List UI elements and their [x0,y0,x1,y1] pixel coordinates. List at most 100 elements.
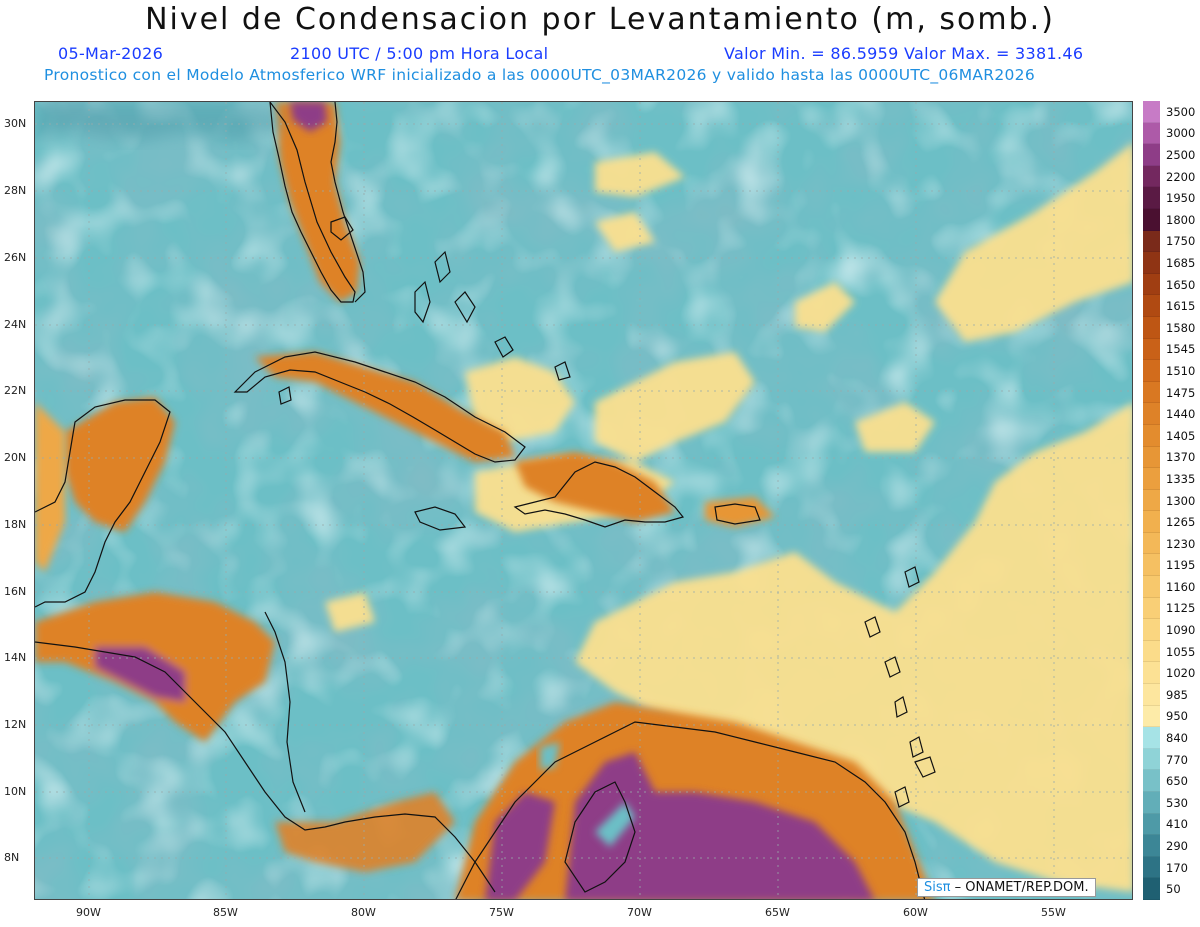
colorbar-label: 1615 [1166,299,1196,314]
colorbar-label: 1650 [1166,277,1196,292]
map-title: Nivel de Condensacion por Levantamiento … [145,2,1055,37]
lon-label: 75W [489,906,514,919]
colorbar-swatch [1143,252,1160,274]
colorbar-swatch [1143,208,1160,231]
colorbar-swatch [1143,165,1160,188]
colorbar-swatch [1143,403,1160,425]
colorbar-label: 530 [1166,795,1188,810]
lon-label: 65W [765,906,790,919]
lat-label: 10N [4,785,27,798]
colorbar-label: 1440 [1166,407,1196,422]
south-america-lcl [455,702,935,899]
colorbar-swatch [1143,122,1160,145]
lat-label: 26N [4,251,27,264]
colorbar-swatch [1143,360,1160,382]
colorbar [1143,101,1160,900]
colorbar-label: 950 [1166,709,1188,724]
credit-box: Sisπ – ONAMET/REP.DOM. [917,878,1096,897]
florida-lcl [35,102,360,302]
colorbar-label: 50 [1166,882,1181,897]
colorbar-swatch [1143,338,1160,361]
colorbar-label: 1580 [1166,320,1196,335]
colorbar-label: 1370 [1166,450,1196,465]
colorbar-swatch [1143,468,1160,490]
yucatan-lcl [65,397,175,532]
lat-label: 24N [4,318,27,331]
colorbar-label: 1195 [1166,558,1196,573]
colorbar-label: 3000 [1166,126,1196,141]
colorbar-label: 3500 [1166,104,1196,119]
lon-label: 55W [1041,906,1066,919]
colorbar-label: 290 [1166,839,1188,853]
colorbar-swatch [1143,273,1160,296]
lat-label: 14N [4,651,27,664]
colorbar-label: 2200 [1166,169,1196,184]
lat-label: 8N [4,851,20,864]
forecast-date: 05-Mar-2026 [58,44,164,63]
lat-label: 12N [4,718,27,731]
lon-label: 90W [76,906,101,919]
colorbar-swatch [1143,144,1160,166]
colorbar-swatch [1143,489,1160,512]
lcl-map [34,101,1133,900]
colorbar-swatch [1143,576,1160,598]
colorbar-swatch [1143,619,1160,641]
lat-label: 16N [4,585,27,598]
colorbar-swatch [1143,705,1160,728]
colorbar-label: 1800 [1166,212,1196,227]
colorbar-label: 1125 [1166,601,1196,616]
colorbar-label: 1950 [1166,191,1196,206]
colorbar-swatch [1143,511,1160,533]
lon-label: 80W [351,906,376,919]
colorbar-label: 840 [1166,731,1188,746]
colorbar-swatch [1143,770,1160,792]
colorbar-swatch [1143,230,1160,253]
colorbar-label: 1230 [1166,536,1196,551]
hispaniola-lcl [515,452,775,527]
colorbar-swatch [1143,856,1160,879]
credit-text: – ONAMET/REP.DOM. [950,880,1089,895]
credit-pi: π [942,880,951,895]
colorbar-label: 1750 [1166,234,1196,249]
lat-label: 30N [4,117,27,130]
colorbar-label: 1055 [1166,644,1196,659]
colorbar-swatch [1143,878,1160,900]
dry-air-patches [325,143,1132,892]
colorbar-label: 1300 [1166,493,1196,508]
value-min-max: Valor Min. = 86.5959 Valor Max. = 3381.4… [724,44,1084,63]
model-description: Pronostico con el Modelo Atmosferico WRF… [44,66,1036,84]
lon-label: 60W [903,906,928,919]
colorbar-swatch [1143,662,1160,685]
colorbar-swatch [1143,748,1160,771]
colorbar-label: 1020 [1166,666,1196,681]
colorbar-swatch [1143,640,1160,663]
colorbar-swatch [1143,446,1160,469]
colorbar-swatch [1143,792,1160,814]
colorbar-swatch [1143,187,1160,209]
credit-brand: Sis [924,880,943,895]
lon-label: 85W [213,906,238,919]
map-canvas [35,102,1132,899]
colorbar-label: 410 [1166,817,1188,832]
colorbar-swatch [1143,101,1160,123]
colorbar-swatch [1143,813,1160,836]
colorbar-label: 1545 [1166,342,1196,357]
colorbar-swatch [1143,381,1160,404]
colorbar-swatch [1143,727,1160,749]
colorbar-swatch [1143,597,1160,620]
colorbar-label: 1475 [1166,385,1196,400]
colorbar-label: 1335 [1166,471,1196,486]
colorbar-label: 170 [1166,860,1188,875]
colorbar-label: 1405 [1166,428,1196,443]
forecast-time: 2100 UTC / 5:00 pm Hora Local [290,44,549,63]
colorbar-swatch [1143,554,1160,577]
colorbar-label: 650 [1166,774,1188,789]
colorbar-label: 2500 [1166,147,1196,162]
lon-label: 70W [627,906,652,919]
lat-label: 18N [4,518,27,531]
lat-label: 20N [4,451,27,464]
coastlines [35,102,936,899]
colorbar-label: 1160 [1166,579,1196,594]
colorbar-label: 1090 [1166,623,1196,638]
colorbar-swatch [1143,316,1160,339]
